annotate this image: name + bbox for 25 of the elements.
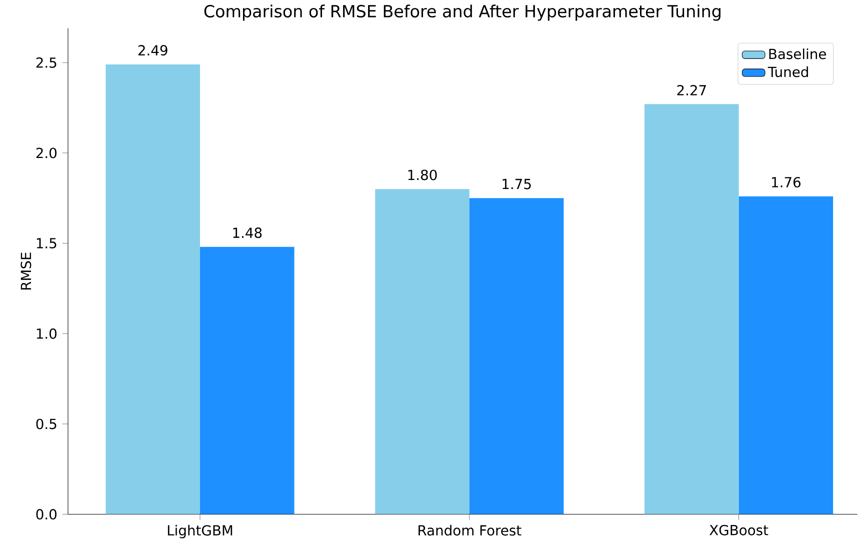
bar	[375, 189, 470, 514]
legend-label: Tuned	[768, 66, 808, 78]
bar	[738, 196, 834, 514]
y-tick-label: 2.5	[36, 57, 56, 68]
y-tick-label: 0.5	[36, 418, 56, 430]
data-label: 2.49	[138, 45, 168, 56]
y-axis-title: RMSE	[20, 252, 32, 290]
x-tick-label: XGBoost	[710, 524, 768, 536]
data-label: 1.80	[408, 170, 437, 180]
legend-label: Baseline	[769, 48, 826, 60]
data-label: 1.48	[233, 228, 262, 238]
bar	[644, 104, 739, 514]
bar	[106, 64, 200, 514]
bar	[469, 198, 564, 514]
y-tick-label: 1.0	[36, 328, 57, 339]
y-tick-label: 0.0	[36, 509, 57, 520]
y-tick-label: 2.0	[36, 148, 57, 158]
data-label: 1.75	[502, 178, 531, 190]
bar	[200, 246, 294, 514]
y-tick-label: 1.5	[36, 238, 56, 248]
data-label: 1.76	[772, 176, 800, 188]
x-tick-label: Random Forest	[418, 524, 522, 536]
chart-title: Comparison of RMSE Before and After Hyperparameter Tuning	[204, 4, 720, 21]
x-tick-label: LightGBM	[168, 524, 232, 538]
data-label: 2.27	[677, 85, 706, 96]
